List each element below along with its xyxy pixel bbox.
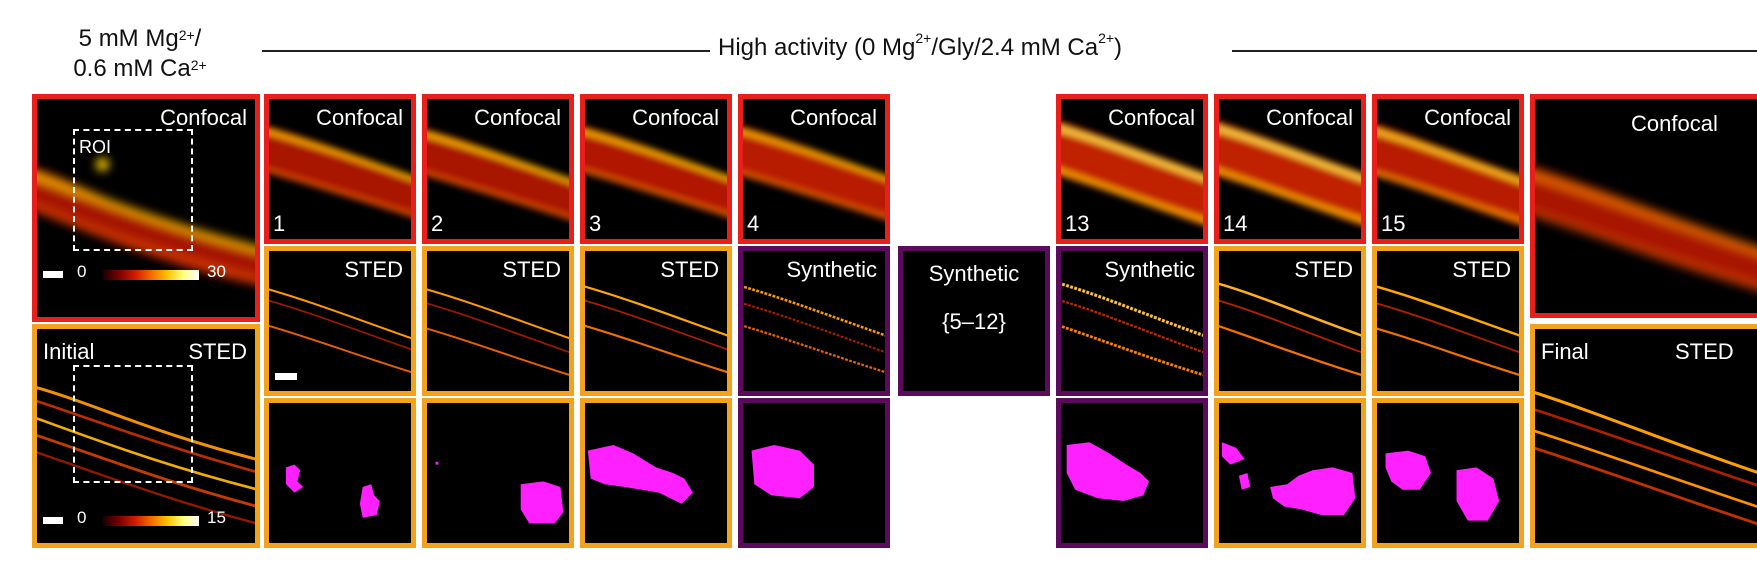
step-15-mask-panel (1372, 398, 1524, 548)
confocal-label: Confocal (316, 105, 403, 130)
scale-bar (43, 271, 63, 278)
final-sted-panel: Final STED (1530, 324, 1757, 548)
roi-label: ROI (79, 137, 112, 157)
activity-mask (1066, 442, 1150, 501)
confocal-label: Confocal (1266, 105, 1353, 130)
colorbar (103, 270, 199, 280)
step-13-mask-panel (1056, 398, 1208, 548)
dendrite-image (585, 285, 727, 374)
sted-label: STED (1675, 339, 1734, 364)
synthetic-label: Synthetic (1104, 257, 1196, 282)
roi-box (73, 365, 193, 483)
dendrite-image (743, 285, 885, 374)
roi-box (73, 129, 193, 251)
confocal-label: Confocal (1424, 105, 1511, 130)
activity-mask (435, 461, 564, 524)
step-number: 3 (589, 211, 602, 236)
step-1-mask-panel (264, 398, 416, 548)
dendrite-image (1061, 121, 1203, 226)
activity-mask (751, 445, 814, 499)
dendrite-image (37, 386, 255, 525)
step-number: 13 (1065, 211, 1090, 236)
dendrite-image (427, 288, 569, 376)
step-number: 2 (431, 211, 444, 236)
step-15-confocal-panel: Confocal 15 (1372, 94, 1524, 244)
step-13-synthetic-panel: Synthetic (1056, 246, 1208, 396)
step-4-synthetic-panel: Synthetic (738, 246, 890, 396)
step-3-confocal-panel: Confocal 3 (580, 94, 732, 244)
dendrite-image (37, 157, 255, 285)
baseline-condition-label: 5 mM Mg2+/ 0.6 mM Ca2+ (73, 25, 207, 82)
sted-label: STED (1294, 257, 1353, 282)
omitted-steps-range: {5–12} (942, 309, 1006, 334)
confocal-label: Confocal (632, 105, 719, 130)
step-number: 14 (1223, 211, 1248, 236)
dendrite-image (743, 126, 885, 220)
dendrite-image (585, 126, 727, 217)
confocal-label: Confocal (1108, 105, 1195, 130)
step-14-confocal-panel: Confocal 14 (1214, 94, 1366, 244)
dendrite-image (1535, 391, 1757, 526)
step-3-mask-panel (580, 398, 732, 548)
step-number: 15 (1381, 211, 1406, 236)
colorbar-min: 0 (77, 508, 87, 527)
step-1-sted-panel: STED (264, 246, 416, 396)
dendrite-image (1219, 121, 1361, 226)
dendrite-image (269, 126, 411, 217)
step-1-confocal-panel: Confocal 1 (264, 94, 416, 244)
sted-label: STED (188, 339, 247, 364)
colorbar-max: 30 (207, 262, 226, 281)
initial-label: Initial (43, 339, 95, 364)
scale-bar (43, 517, 63, 524)
activity-mask (1385, 450, 1500, 521)
activity-mask (1221, 442, 1356, 515)
confocal-label: Confocal (790, 105, 877, 130)
dendrite-image (1061, 282, 1203, 377)
sted-label: STED (1452, 257, 1511, 282)
activity-mask (286, 464, 380, 518)
dendrite-image (427, 129, 569, 220)
dendrite-image (1535, 166, 1757, 291)
steps-5-12-synthetic-placeholder: Synthetic {5–12} (898, 246, 1050, 396)
step-15-sted-panel: STED (1372, 246, 1524, 396)
sted-label: STED (660, 257, 719, 282)
initial-sted-panel: Initial STED 0 15 (32, 324, 260, 548)
sted-label: STED (502, 257, 561, 282)
synthetic-label: Synthetic (928, 261, 1020, 286)
dendrite-image (1219, 282, 1361, 376)
header-rule-left (262, 50, 710, 52)
synthetic-label: Synthetic (786, 257, 878, 282)
step-14-mask-panel (1214, 398, 1366, 548)
colorbar (103, 516, 199, 526)
final-confocal-panel: Confocal (1530, 94, 1757, 318)
confocal-label: Confocal (160, 105, 247, 130)
confocal-label: Confocal (474, 105, 561, 130)
step-14-sted-panel: STED (1214, 246, 1366, 396)
step-2-sted-panel: STED (422, 246, 574, 396)
confocal-label: Confocal (1631, 111, 1718, 136)
scale-bar (275, 373, 297, 380)
high-activity-condition-label: High activity (0 Mg2+/Gly/2.4 mM Ca2+) (718, 30, 1123, 61)
step-2-mask-panel (422, 398, 574, 548)
dendrite-image (1377, 123, 1519, 226)
colorbar-max: 15 (207, 508, 226, 527)
step-3-sted-panel: STED (580, 246, 732, 396)
step-number: 4 (747, 211, 760, 236)
dendrite-image (269, 288, 411, 374)
header-rule-right (1232, 50, 1757, 52)
sted-label: STED (344, 257, 403, 282)
step-number: 1 (273, 211, 286, 236)
colorbar-min: 0 (77, 262, 87, 281)
step-4-mask-panel (738, 398, 890, 548)
step-13-confocal-panel: Confocal 13 (1056, 94, 1208, 244)
initial-confocal-panel: ROI Confocal 0 30 (32, 94, 260, 322)
final-label: Final (1541, 339, 1589, 364)
step-4-confocal-panel: Confocal 4 (738, 94, 890, 244)
dendrite-image (1377, 285, 1519, 376)
activity-mask (587, 445, 693, 504)
step-2-confocal-panel: Confocal 2 (422, 94, 574, 244)
